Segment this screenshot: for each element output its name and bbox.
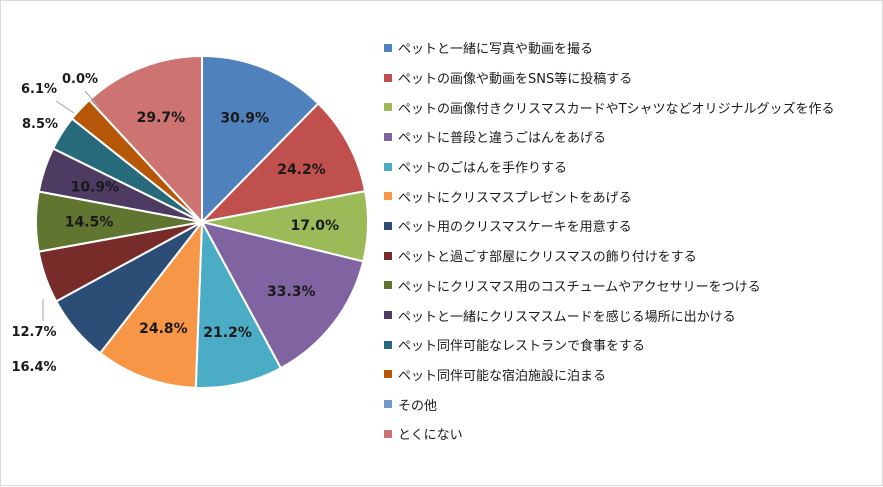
- slice-value-label: 24.8%: [139, 321, 188, 337]
- legend-label: ペットの画像付きクリスマスカードやTシャツなどオリジナルグッズを作る: [398, 101, 835, 117]
- slice-value-label: 33.3%: [267, 284, 316, 300]
- slice-value-label: 30.9%: [220, 111, 269, 127]
- legend-swatch: [384, 132, 392, 141]
- leader-line: [55, 100, 75, 114]
- legend-label: ペット同伴可能な宿泊施設に泊まる: [398, 368, 607, 384]
- slice-value-label: 29.7%: [137, 110, 186, 126]
- slice-value-label: 14.5%: [65, 215, 114, 231]
- legend-label: ペットにクリスマス用のコスチュームやアクセサリーをつける: [398, 279, 761, 295]
- legend-item: とくにない: [384, 419, 879, 449]
- legend-swatch: [384, 370, 392, 379]
- legend-swatch: [384, 311, 392, 320]
- legend-item: その他: [384, 389, 879, 419]
- legend-label: ペットにクリスマスプレゼントをあげる: [398, 190, 632, 206]
- slice-value-label: 6.1%: [21, 82, 57, 97]
- legend-item: ペットに普段と違うごはんをあげる: [384, 122, 879, 152]
- slice-value-label: 10.9%: [71, 179, 120, 195]
- legend-label: とくにない: [398, 428, 463, 444]
- legend: ペットと一緒に写真や動画を撮るペットの画像や動画をSNS等に投稿するペットの画像…: [384, 33, 879, 449]
- leader-line: [84, 90, 99, 107]
- legend-swatch: [384, 192, 392, 201]
- legend-item: ペット同伴可能なレストランで食事をする: [384, 330, 879, 360]
- legend-label: ペット同伴可能なレストランで食事をする: [398, 339, 646, 355]
- pie-slice: [200, 220, 365, 370]
- legend-item: ペットのごはんを手作りする: [384, 152, 879, 182]
- slice-value-label: 12.7%: [11, 325, 56, 340]
- legend-label: その他: [398, 398, 438, 414]
- pie-slice: [199, 102, 367, 224]
- slice-value-label: 0.0%: [62, 72, 98, 87]
- legend-swatch: [384, 429, 392, 438]
- legend-label: ペットと一緒にクリスマスムードを感じる場所に出かける: [398, 309, 736, 325]
- slice-value-label: 16.4%: [11, 360, 56, 375]
- legend-label: ペットに普段と違うごはんをあげる: [398, 131, 607, 147]
- legend-label: ペット用のクリスマスケーキを用意する: [398, 220, 632, 236]
- legend-label: ペットと過ごす部屋にクリスマスの飾り付けをする: [398, 250, 697, 266]
- legend-label: ペットの画像や動画をSNS等に投稿する: [398, 72, 633, 88]
- slice-value-label: 21.2%: [203, 325, 252, 341]
- legend-swatch: [384, 43, 392, 52]
- legend-item: ペットの画像や動画をSNS等に投稿する: [384, 63, 879, 93]
- legend-label: ペットのごはんを手作りする: [398, 161, 568, 177]
- legend-item: ペット用のクリスマスケーキを用意する: [384, 211, 879, 241]
- pie-slice: [87, 54, 203, 225]
- legend-swatch: [384, 400, 392, 409]
- slice-value-label: 8.5%: [22, 117, 58, 132]
- legend-swatch: [384, 73, 392, 82]
- slice-value-label: 24.2%: [277, 162, 326, 178]
- legend-item: ペットと一緒に写真や動画を撮る: [384, 33, 879, 63]
- legend-swatch: [384, 162, 392, 171]
- legend-item: ペット同伴可能な宿泊施設に泊まる: [384, 360, 879, 390]
- slice-value-label: 17.0%: [291, 218, 340, 234]
- legend-item: ペットと一緒にクリスマスムードを感じる場所に出かける: [384, 300, 879, 330]
- legend-item: ペットと過ごす部屋にクリスマスの飾り付けをする: [384, 241, 879, 271]
- legend-swatch: [384, 340, 392, 349]
- legend-swatch: [384, 103, 392, 112]
- legend-swatch: [384, 281, 392, 290]
- legend-swatch: [384, 221, 392, 230]
- legend-item: ペットの画像付きクリスマスカードやTシャツなどオリジナルグッズを作る: [384, 92, 879, 122]
- pie-slice: [194, 218, 283, 389]
- legend-label: ペットと一緒に写真や動画を撮る: [398, 42, 594, 58]
- legend-item: ペットにクリスマスプレゼントをあげる: [384, 181, 879, 211]
- pie-slice: [201, 54, 320, 225]
- legend-swatch: [384, 251, 392, 260]
- legend-item: ペットにクリスマス用のコスチュームやアクセサリーをつける: [384, 271, 879, 301]
- pie-slice: [98, 218, 204, 389]
